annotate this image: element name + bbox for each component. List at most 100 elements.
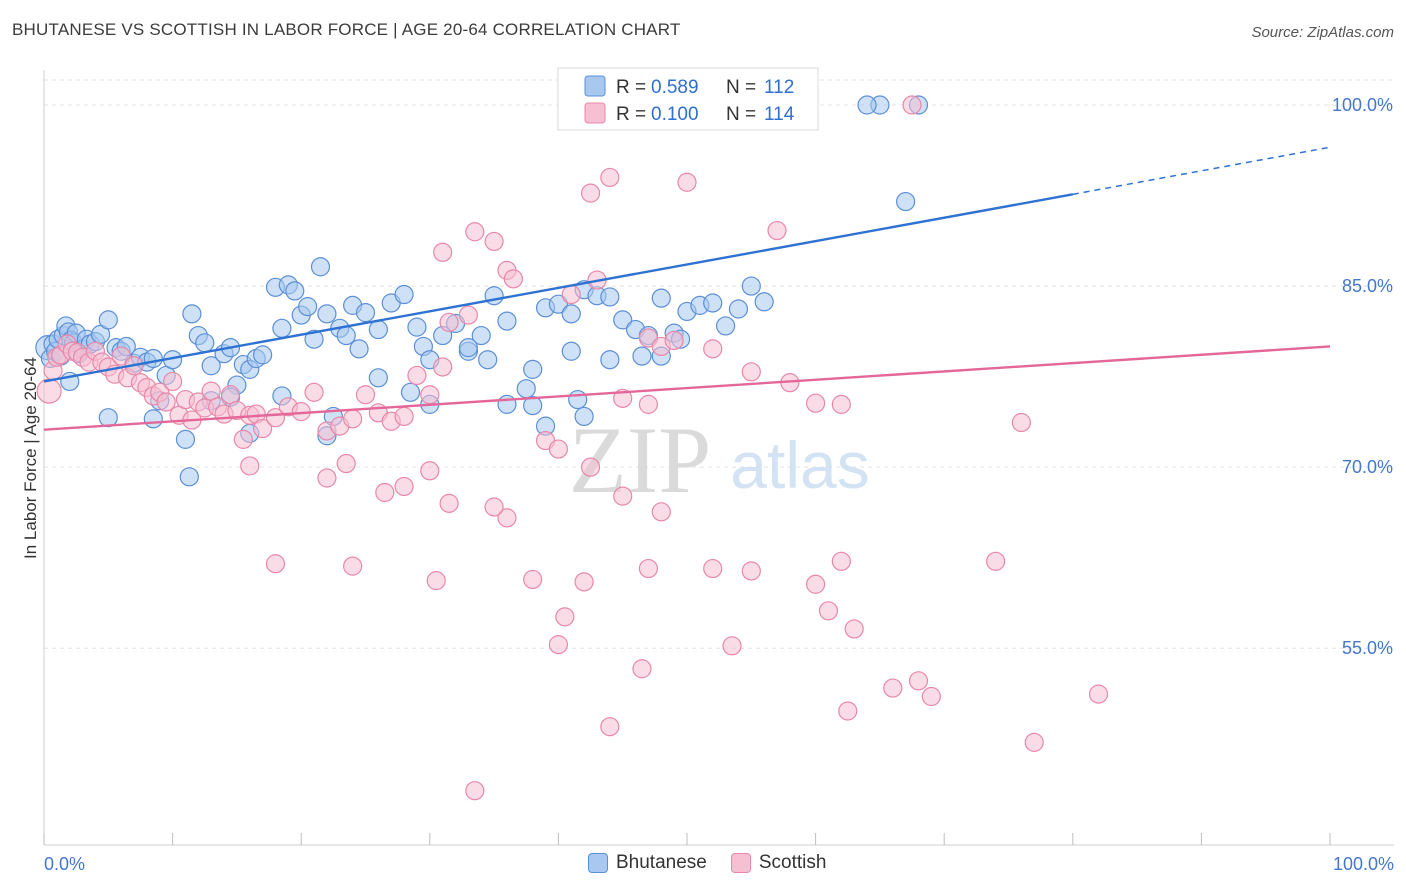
point-scottish <box>580 457 601 477</box>
point-scottish <box>433 357 453 377</box>
point-bhutanese <box>175 429 196 449</box>
point-scottish <box>632 659 652 679</box>
point-bhutanese <box>317 304 337 324</box>
point-scottish <box>574 572 594 592</box>
point-bhutanese <box>368 319 388 340</box>
legend-n-label-bhutanese: N = <box>726 77 756 98</box>
chart-title: BHUTANESE VS SCOTTISH IN LABOR FORCE | A… <box>12 20 681 39</box>
point-bhutanese <box>407 317 427 337</box>
point-bhutanese <box>497 394 517 414</box>
point-bhutanese <box>574 406 594 427</box>
point-bhutanese <box>484 286 504 306</box>
point-scottish <box>555 607 575 627</box>
point-bhutanese <box>728 299 749 319</box>
point-scottish <box>703 339 723 359</box>
x-tick-label-max: 100.0% <box>1333 854 1394 874</box>
point-bhutanese <box>253 345 273 365</box>
point-scottish <box>1024 732 1044 752</box>
point-scottish <box>465 222 485 242</box>
point-scottish <box>638 558 659 579</box>
point-scottish <box>548 439 569 459</box>
point-bhutanese <box>896 191 916 212</box>
legend-r-label-scottish: R = <box>616 104 646 125</box>
point-bhutanese <box>523 359 543 379</box>
point-bhutanese <box>516 379 536 399</box>
point-scottish <box>561 284 581 305</box>
point-scottish <box>484 497 504 517</box>
point-scottish <box>343 556 363 576</box>
point-scottish <box>304 382 324 402</box>
point-bhutanese <box>478 350 498 370</box>
legend-r-value-scottish: 0.100 <box>651 104 699 125</box>
point-bhutanese <box>523 395 543 416</box>
point-scottish <box>600 167 620 188</box>
point-scottish <box>503 269 523 289</box>
legend-item-scottish[interactable]: Scottish <box>730 852 827 874</box>
point-bhutanese <box>298 297 318 317</box>
point-bhutanese <box>98 310 118 330</box>
point-bhutanese <box>400 382 421 402</box>
correlation-legend: R = 0.589 N = 112 R = 0.100 N = 114 <box>557 67 819 131</box>
point-scottish <box>317 468 337 488</box>
point-scottish <box>36 378 62 404</box>
point-scottish <box>600 717 620 737</box>
point-scottish <box>433 242 453 262</box>
point-scottish <box>111 346 131 366</box>
point-scottish <box>497 508 517 528</box>
point-scottish <box>394 406 414 427</box>
point-bhutanese <box>143 348 163 369</box>
point-scottish <box>156 392 176 412</box>
legend-n-value-scottish: 114 <box>764 104 795 125</box>
legend-label-scottish: Scottish <box>758 852 827 873</box>
legend-swatch-scottish <box>584 102 606 124</box>
source-label: Source: ZipAtlas.com <box>1251 24 1394 41</box>
legend-n-label-scottish: N = <box>726 104 756 125</box>
point-bhutanese <box>632 346 652 366</box>
point-scottish <box>265 408 286 428</box>
point-bhutanese <box>285 281 305 301</box>
point-scottish <box>407 365 427 386</box>
point-bhutanese <box>715 316 736 336</box>
series-legend: Bhutanese Scottish <box>588 852 826 874</box>
x-tick-label-min: 0.0% <box>44 854 85 874</box>
point-scottish <box>883 678 903 698</box>
point-scottish <box>163 371 183 392</box>
legend-swatch-bhutanese-bottom <box>588 853 608 873</box>
series-scottish <box>36 95 1109 801</box>
point-bhutanese <box>561 304 581 324</box>
legend-n-value-bhutanese: 112 <box>764 77 794 98</box>
point-scottish <box>844 619 864 639</box>
point-scottish <box>265 554 286 574</box>
trend-layer <box>43 146 1331 431</box>
point-bhutanese <box>179 467 199 487</box>
point-scottish <box>394 476 414 497</box>
point-scottish <box>336 453 356 474</box>
legend-item-bhutanese[interactable]: Bhutanese <box>588 852 707 874</box>
point-bhutanese <box>394 284 414 305</box>
point-scottish <box>741 362 761 382</box>
point-bhutanese <box>272 318 292 338</box>
y-tick-label: 55.0% <box>1342 638 1393 658</box>
point-scottish <box>420 385 440 405</box>
watermark-atlas: atlas <box>730 428 869 502</box>
point-scottish <box>921 686 941 707</box>
point-scottish <box>805 574 826 594</box>
point-scottish <box>484 231 504 252</box>
point-bhutanese <box>600 287 620 307</box>
point-bhutanese <box>651 288 671 308</box>
point-scottish <box>703 558 723 579</box>
point-scottish <box>767 220 787 241</box>
point-bhutanese <box>703 293 723 313</box>
points-layer <box>35 95 1109 801</box>
point-scottish <box>677 172 697 192</box>
legend-swatch-scottish-bottom <box>730 853 751 873</box>
label-layer: In Labor Force | Age 20-64 0.0% 100.0% 5… <box>21 95 1394 874</box>
point-scottish <box>548 635 569 655</box>
point-scottish <box>831 551 851 571</box>
point-scottish <box>664 330 684 351</box>
point-scottish <box>838 701 858 721</box>
point-scottish <box>233 429 253 449</box>
point-bhutanese <box>355 303 376 323</box>
point-scottish <box>523 569 543 590</box>
